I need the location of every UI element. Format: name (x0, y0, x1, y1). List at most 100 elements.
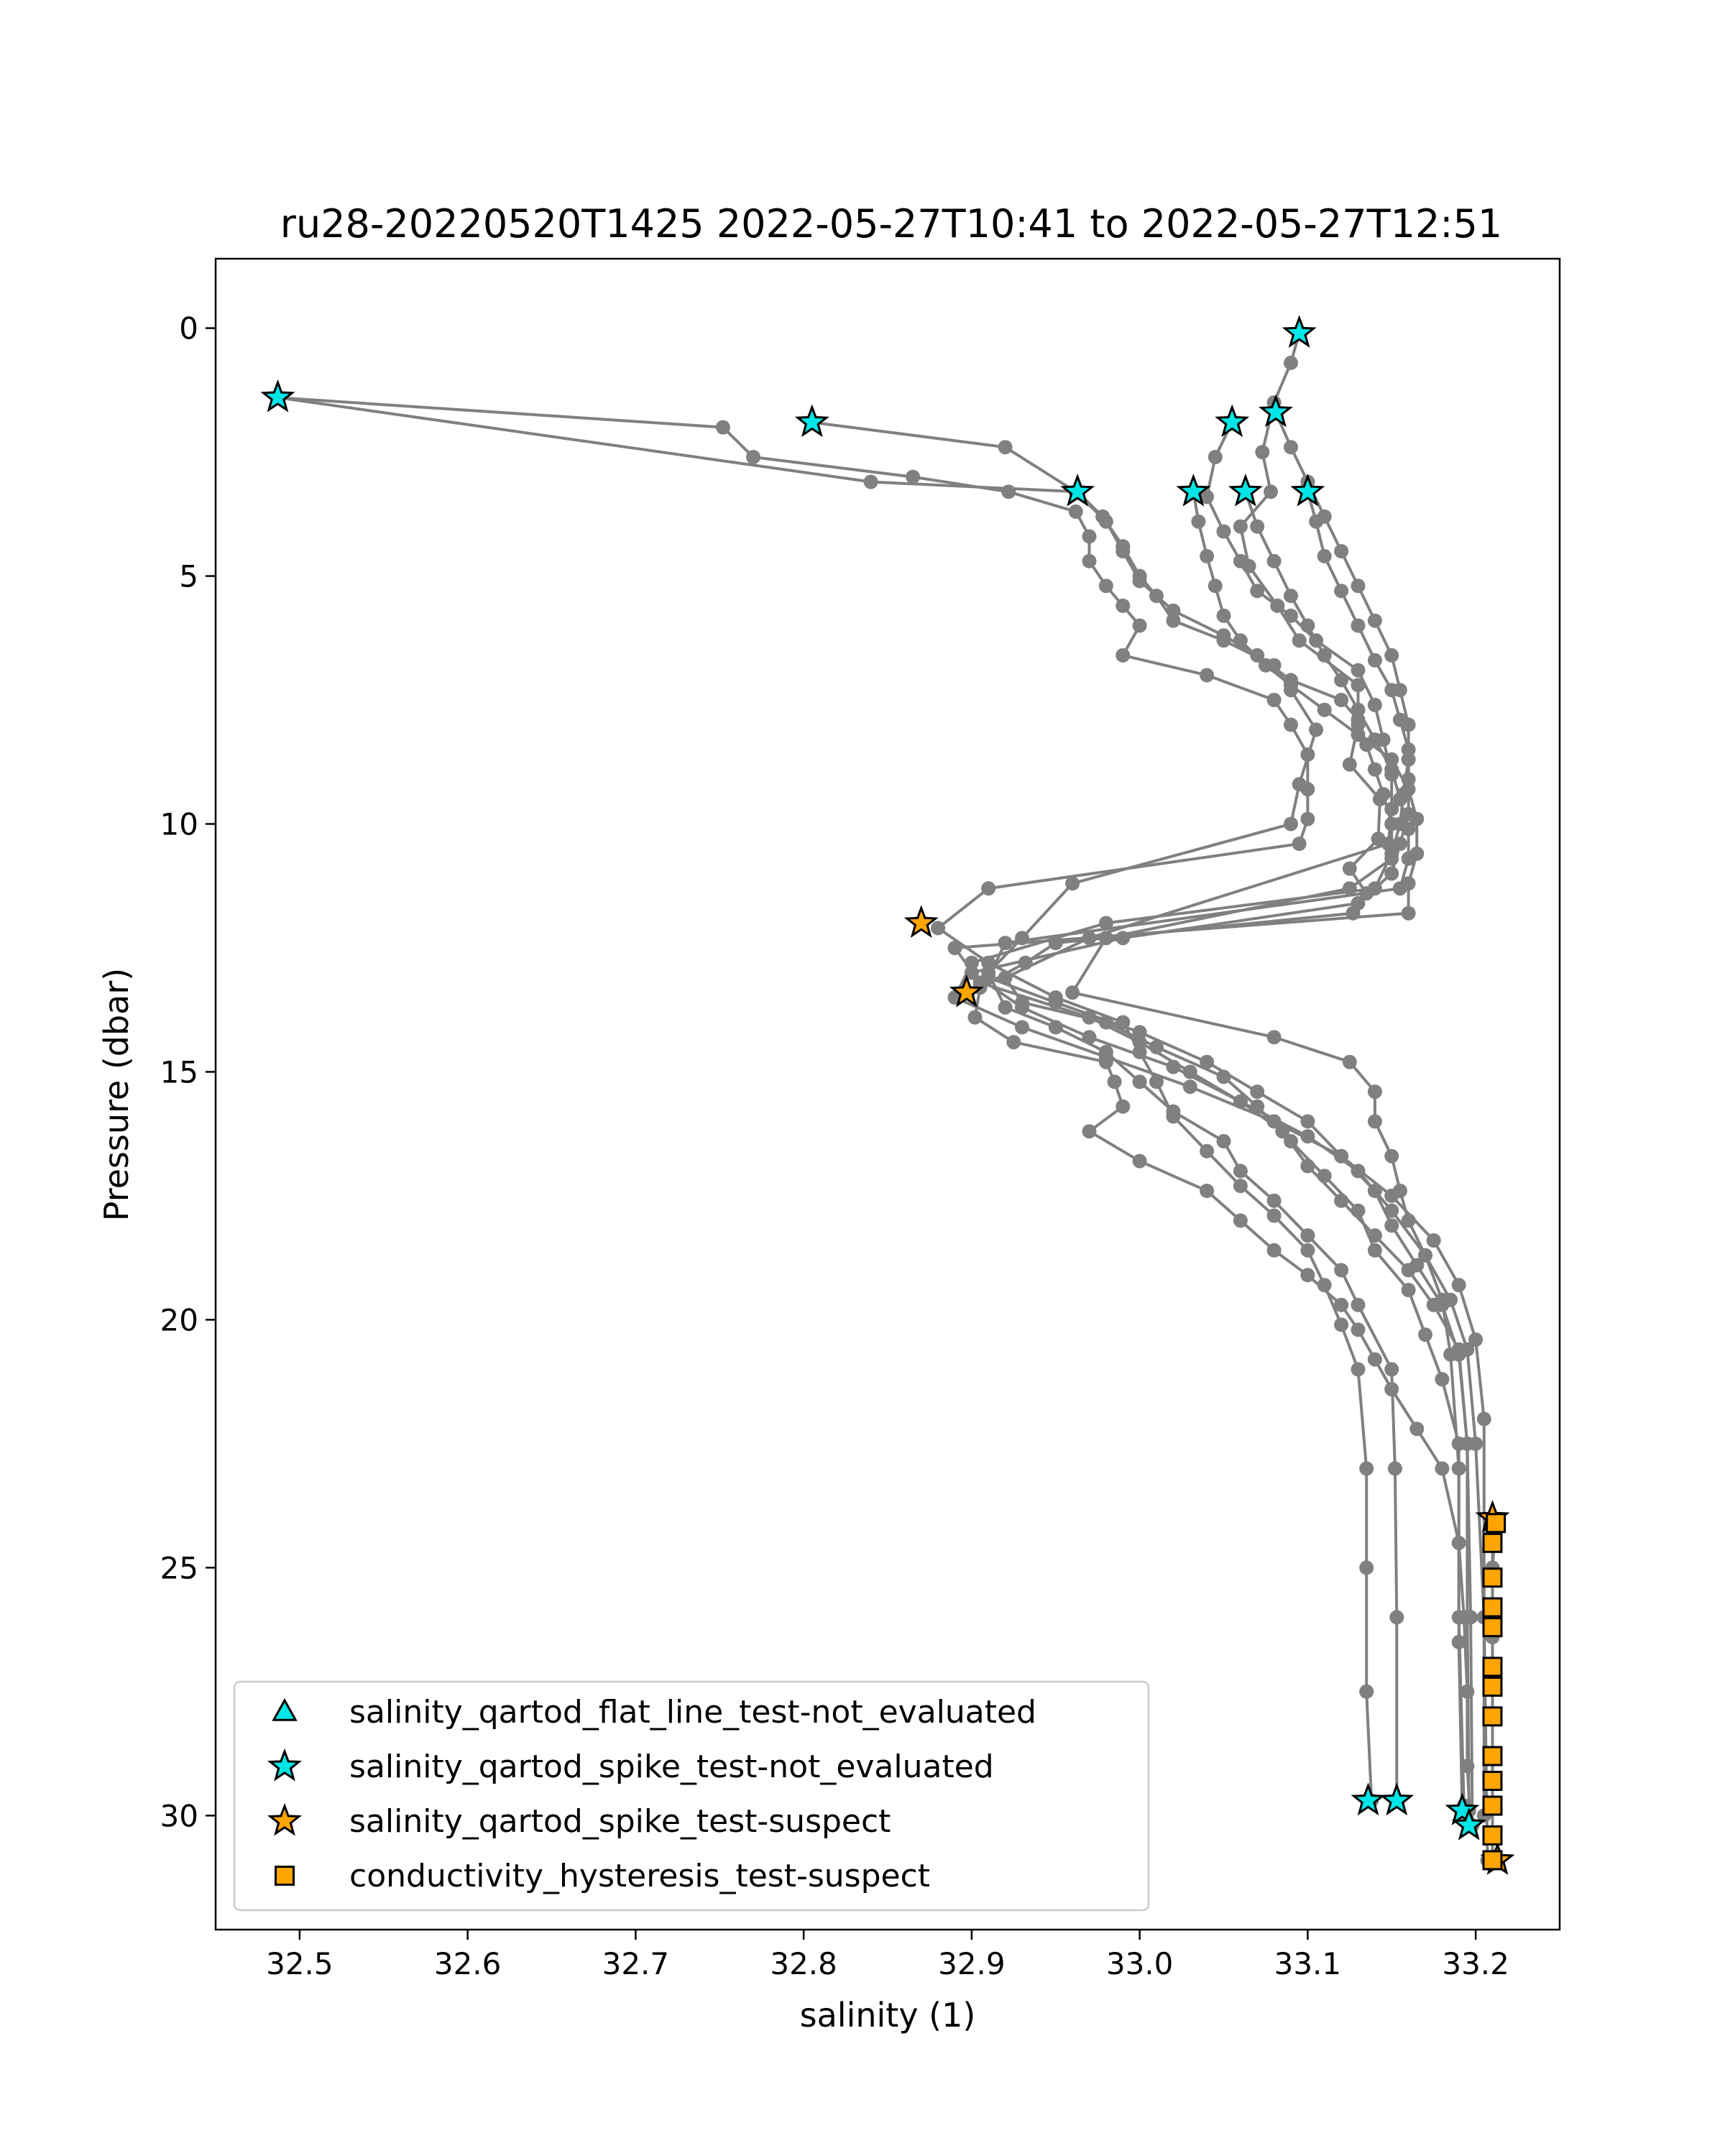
profile-point (1367, 732, 1382, 747)
flag-marker (1282, 315, 1317, 348)
profile-point (1317, 702, 1332, 717)
profile-point (1317, 548, 1332, 563)
profile-point (1082, 529, 1097, 544)
profile-point (1116, 931, 1131, 946)
profile-point (1233, 553, 1248, 568)
profile-point (863, 474, 878, 489)
flag-marker (1379, 1782, 1414, 1816)
profile-point (1182, 1064, 1197, 1079)
profile-point (1116, 544, 1131, 558)
profile-point (906, 469, 921, 484)
flag-marker (1228, 474, 1263, 507)
profile-point (1250, 1084, 1265, 1100)
profile-point (1468, 1332, 1484, 1347)
flag-marker (1176, 474, 1211, 507)
profile-point (1351, 895, 1366, 911)
legend-label: salinity_qartod_flat_line_test-not_evalu… (349, 1694, 1036, 1731)
x-tick-label: 32.8 (770, 1946, 837, 1981)
legend-box (233, 1680, 1150, 1912)
profile-point (1166, 1059, 1181, 1074)
profile-point (715, 420, 730, 435)
x-tick-label: 32.7 (602, 1946, 670, 1981)
profile-point (1292, 837, 1307, 852)
profile-point (1443, 1292, 1458, 1307)
profile-point (1351, 618, 1366, 633)
flag-marker (1215, 404, 1250, 438)
profile-point (1208, 450, 1223, 464)
profile-point (1082, 1124, 1097, 1139)
profile-point (1334, 544, 1349, 558)
y-tick-label: 15 (160, 1054, 198, 1089)
profile-point (1250, 519, 1265, 534)
plot-frame (214, 257, 1561, 1931)
profile-point (1300, 1243, 1315, 1258)
flag-marker (1482, 1676, 1503, 1697)
profile-point (1068, 504, 1083, 519)
profile-point (1334, 693, 1349, 707)
profile-point (1132, 573, 1147, 589)
legend-item: salinity_qartod_spike_test-suspect (267, 1802, 891, 1840)
profile-point (1200, 489, 1215, 505)
profile-point (1266, 693, 1282, 707)
x-tick-label: 33.0 (1106, 1946, 1174, 1981)
profile-point (1351, 1203, 1366, 1218)
profile-point (1367, 653, 1382, 668)
profile-point (1418, 1327, 1432, 1342)
profile-point (1191, 514, 1206, 529)
profile-point (1384, 1362, 1399, 1377)
profile-point (1266, 553, 1282, 568)
profile-point (1233, 1164, 1248, 1179)
x-tick-label: 32.9 (938, 1946, 1006, 1981)
profile-point (1216, 524, 1231, 539)
legend-label: conductivity_hysteresis_test-suspect (349, 1858, 930, 1894)
profile-point (1200, 668, 1215, 683)
profile-point (1367, 762, 1382, 777)
flag-marker (1451, 1807, 1486, 1841)
flag-marker (1482, 1795, 1503, 1816)
y-axis: 0 5 10 15 20 25 30 (160, 311, 216, 1833)
profile-point (1401, 851, 1416, 866)
y-tick-label: 0 (179, 311, 198, 346)
profile-point (1284, 678, 1298, 693)
flag-marker (1482, 1706, 1503, 1727)
profile-point (1367, 1084, 1382, 1100)
profile-point (1401, 806, 1416, 821)
y-axis-label: Pressure (dbar) (97, 968, 136, 1221)
profile-point (1200, 548, 1215, 563)
profile-point (1401, 752, 1416, 767)
profile-point (1216, 628, 1231, 643)
profile-point (1392, 816, 1407, 831)
profile-point (1098, 916, 1113, 931)
profile-point (1116, 598, 1131, 613)
profile-point (1351, 702, 1366, 717)
chart-title: ru28-20220520T1425 2022-05-27T10:41 to 2… (280, 201, 1502, 247)
profile-point (1359, 1560, 1374, 1575)
legend-label: salinity_qartod_spike_test-suspect (349, 1803, 891, 1840)
x-axis: 32.5 32.6 32.7 32.8 32.9 33.0 33.1 33.2 (266, 1930, 1509, 1981)
profile-point (1351, 579, 1366, 594)
legend-marker (267, 1748, 303, 1782)
profile-point (1401, 906, 1416, 921)
profile-point (1266, 1243, 1282, 1258)
profile-point (1216, 608, 1231, 623)
profile-point (1233, 1179, 1248, 1194)
profile-point (1392, 881, 1407, 896)
flag-marker (1290, 474, 1325, 507)
profile-point (1300, 618, 1315, 633)
profile-point (1367, 613, 1382, 628)
profile-point (1384, 866, 1399, 881)
profile-point (1065, 876, 1080, 891)
profile-point (1463, 1610, 1478, 1625)
legend-marker (272, 1697, 298, 1721)
profile-point (1384, 1188, 1399, 1203)
profile-point (1132, 1025, 1147, 1040)
profile-point (1082, 1030, 1097, 1045)
profile-point (1149, 1074, 1164, 1089)
profile-point (1367, 1114, 1382, 1129)
profile-point (1166, 613, 1181, 628)
profile-point (1384, 801, 1399, 816)
profile-point (1367, 1228, 1382, 1243)
profile-point (1098, 579, 1113, 594)
profile-point (1284, 717, 1298, 732)
